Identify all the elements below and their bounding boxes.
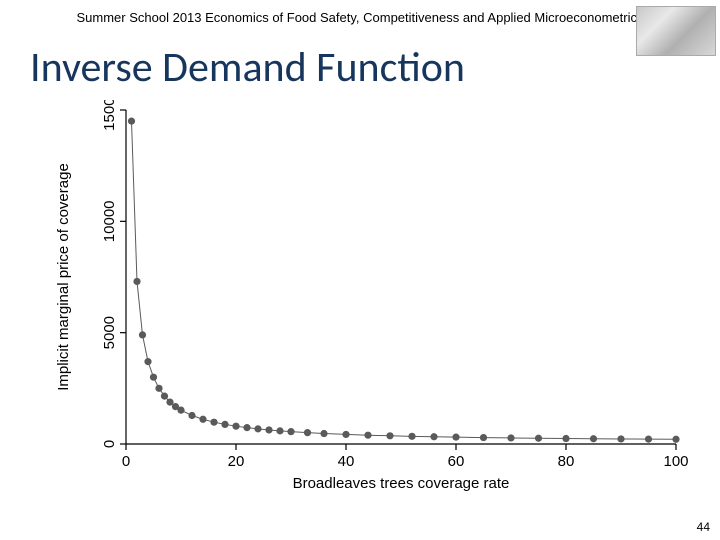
svg-text:Broadleaves trees coverage rat: Broadleaves trees coverage rate bbox=[293, 475, 510, 492]
svg-text:60: 60 bbox=[448, 453, 465, 470]
svg-text:5000: 5000 bbox=[101, 316, 118, 349]
page-number: 44 bbox=[697, 520, 710, 534]
chart-svg: 0 20 40 60 80 100 0 5000 10000 15000 Broadleaves t… bbox=[48, 100, 688, 500]
svg-text:0: 0 bbox=[101, 440, 118, 448]
svg-text:10000: 10000 bbox=[101, 200, 118, 242]
slide-title: Inverse Demand Function bbox=[30, 42, 465, 93]
svg-text:40: 40 bbox=[338, 453, 355, 470]
svg-text:15000: 15000 bbox=[101, 100, 118, 131]
inverse-demand-chart: 0 20 40 60 80 100 0 5000 10000 15000 Broadleaves t… bbox=[48, 100, 688, 500]
building-image bbox=[636, 6, 716, 56]
svg-text:80: 80 bbox=[558, 453, 575, 470]
svg-text:100: 100 bbox=[663, 453, 688, 470]
slide-header-text: Summer School 2013 Economics of Food Saf… bbox=[0, 10, 720, 25]
svg-text:Implicit marginal price of cov: Implicit marginal price of coverage bbox=[55, 163, 72, 391]
svg-text:20: 20 bbox=[228, 453, 245, 470]
slide: Summer School 2013 Economics of Food Saf… bbox=[0, 0, 720, 540]
svg-text:0: 0 bbox=[122, 453, 130, 470]
